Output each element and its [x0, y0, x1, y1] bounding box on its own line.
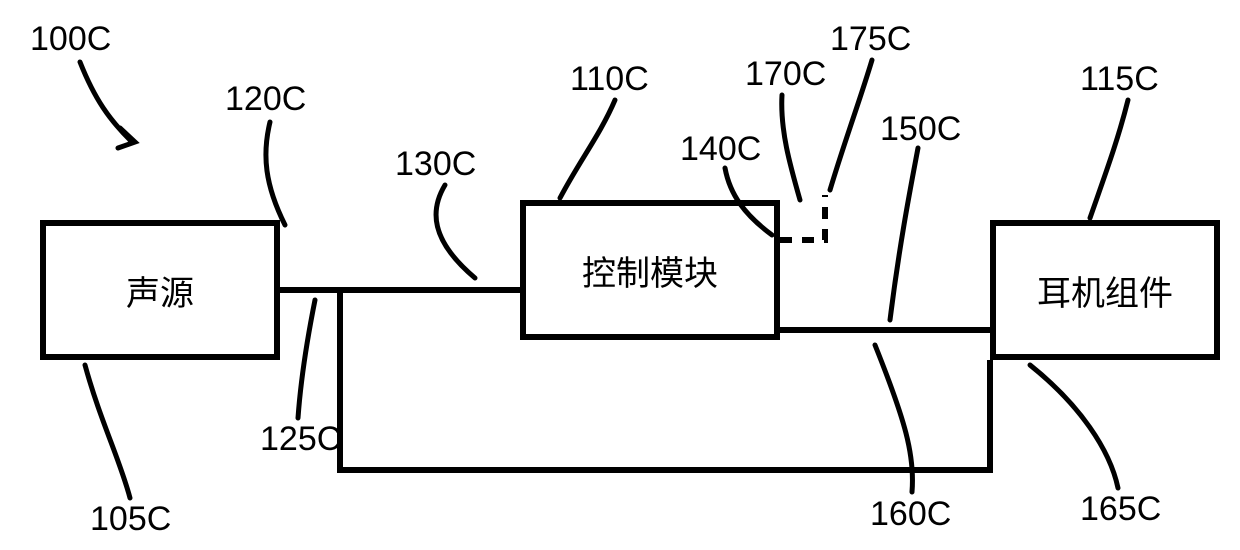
ref-label-130c: 130C — [395, 145, 476, 184]
block-headset-assembly: 耳机组件 — [990, 220, 1220, 360]
block-sound-source-label: 声源 — [126, 266, 194, 315]
block-sound-source: 声源 — [40, 220, 280, 360]
ref-label-115c: 115C — [1080, 60, 1159, 99]
ref-label-165c: 165C — [1080, 490, 1161, 529]
ref-label-120c: 120C — [225, 80, 306, 119]
ref-label-100c: 100C — [30, 20, 111, 59]
ref-label-170c: 170C — [745, 55, 826, 94]
ref-label-105c: 105C — [90, 500, 171, 539]
block-control-module-label: 控制模块 — [582, 246, 718, 295]
block-control-module: 控制模块 — [520, 200, 780, 340]
ref-label-110c: 110C — [570, 60, 649, 99]
block-headset-assembly-label: 耳机组件 — [1037, 266, 1173, 315]
diagram-canvas: 声源 控制模块 耳机组件 100C 120C 130C 110C 140C 17… — [0, 0, 1240, 550]
ref-label-150c: 150C — [880, 110, 961, 149]
ref-label-175c: 175C — [830, 20, 911, 59]
ref-label-160c: 160C — [870, 495, 951, 534]
ref-label-125c: 125C — [260, 420, 341, 459]
ref-label-140c: 140C — [680, 130, 761, 169]
